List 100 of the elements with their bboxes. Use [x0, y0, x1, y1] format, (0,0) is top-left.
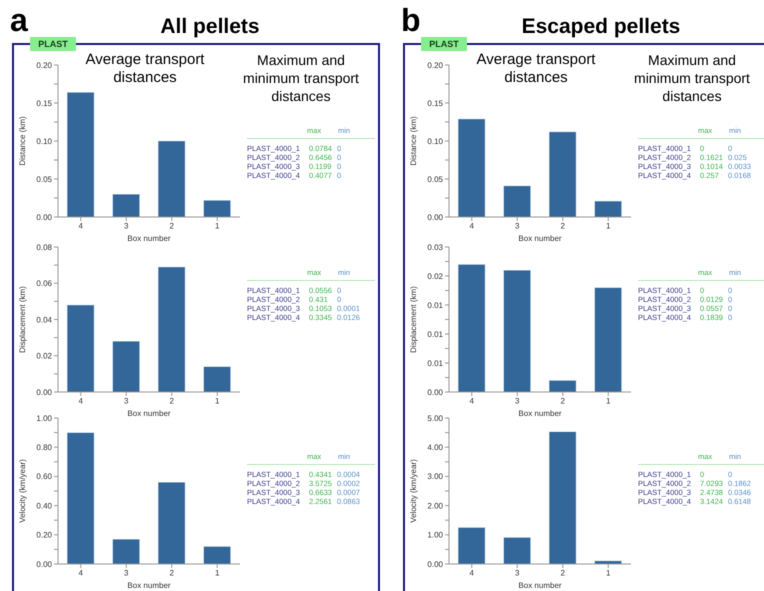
bar	[158, 266, 186, 392]
y-tick-label: 0.00	[36, 560, 53, 569]
x-tick-label: 2	[170, 396, 175, 406]
bar	[203, 546, 231, 564]
x-tick-label: 4	[470, 396, 475, 406]
y-tick-label: 0.08	[36, 242, 53, 252]
text: a	[10, 2, 28, 38]
x-axis-title: Box number	[518, 234, 562, 243]
x-tick-label: 4	[78, 222, 84, 231]
x-tick-label: 3	[515, 396, 520, 406]
y-axis-title: Velocity (km/year)	[18, 458, 27, 523]
y-tick-label: 0.15	[36, 98, 53, 108]
bar	[503, 537, 531, 564]
bar	[458, 264, 486, 392]
chart-subtitle: Average transport distances	[84, 51, 206, 87]
text: PLAST	[421, 37, 467, 51]
y-tick-label: 0.00	[427, 388, 444, 397]
y-tick-label: 0.80	[36, 443, 53, 452]
x-tick-label: 1	[606, 396, 612, 406]
y-tick-label: 0.15	[427, 98, 444, 108]
bar	[66, 432, 94, 564]
bar	[594, 287, 622, 392]
y-tick-label: 0.02	[427, 272, 444, 281]
bar	[158, 482, 186, 564]
bar	[458, 118, 486, 217]
y-axis-title: Distance (km)	[18, 116, 27, 166]
x-axis-title: Box number	[518, 409, 562, 418]
x-tick-label: 4	[470, 568, 475, 578]
y-tick-label: 0.20	[36, 530, 53, 540]
y-tick-label: 0.00	[36, 388, 53, 397]
chart-title: All pellets	[159, 14, 261, 40]
y-tick-label: 0.05	[36, 174, 53, 184]
x-axis-title: Box number	[127, 409, 171, 418]
chart-subtitle: Average transport distances	[476, 51, 596, 87]
chart-title: Escaped pellets	[520, 14, 682, 40]
y-tick-label: 1.00	[36, 414, 53, 423]
x-tick-label: 3	[124, 222, 130, 231]
x-tick-label: 1	[215, 568, 220, 578]
bar	[112, 340, 140, 392]
y-tick-label: 0.20	[427, 60, 444, 70]
y-tick-label: 2.00	[427, 501, 444, 510]
x-axis-title: Box number	[127, 234, 171, 243]
x-axis-title: Box number	[518, 581, 562, 590]
y-tick-label: 4.00	[427, 443, 444, 452]
x-tick-label: 4	[78, 568, 84, 578]
text: Maximum and minimum transport distances	[242, 51, 360, 105]
text: Maximum and minimum transport distances	[633, 51, 751, 105]
bar	[503, 186, 531, 217]
y-tick-label: 0.20	[36, 60, 53, 70]
x-axis-title: Box number	[127, 581, 171, 590]
y-tick-label: 0.01	[427, 330, 444, 339]
bar	[66, 304, 94, 392]
y-tick-label: 0.03	[427, 242, 444, 252]
bar	[66, 92, 94, 217]
x-tick-label: 2	[560, 222, 566, 231]
bar	[203, 366, 231, 392]
y-tick-label: 1.00	[427, 530, 444, 540]
bar	[548, 132, 576, 217]
y-tick-label: 0.01	[427, 300, 444, 310]
y-tick-label: 5.00	[427, 414, 444, 423]
x-tick-label: 1	[215, 222, 220, 231]
y-axis-title: Displacement (km)	[18, 286, 27, 353]
y-tick-label: 0.01	[427, 358, 444, 368]
bar	[158, 140, 186, 217]
bar	[112, 538, 140, 564]
x-tick-label: 3	[515, 568, 520, 578]
text: b	[401, 2, 421, 38]
x-tick-label: 2	[560, 396, 566, 406]
y-tick-label: 0.05	[427, 174, 444, 184]
bar	[548, 380, 576, 392]
x-tick-label: 1	[215, 396, 220, 406]
bar	[458, 527, 486, 564]
x-tick-label: 4	[470, 222, 475, 231]
y-tick-label: 0.00	[427, 560, 444, 569]
y-tick-label: 0.40	[36, 501, 53, 510]
y-axis-title: Velocity (km/year)	[408, 458, 418, 523]
x-tick-label: 3	[124, 568, 130, 578]
y-tick-label: 3.00	[427, 472, 444, 482]
y-tick-label: 0.10	[36, 136, 53, 146]
x-tick-label: 3	[515, 222, 520, 231]
y-tick-label: 0.02	[36, 352, 53, 361]
y-tick-label: 0.06	[36, 279, 53, 288]
y-axis-title: Distance (km)	[408, 116, 418, 166]
y-tick-label: 0.10	[427, 136, 444, 146]
x-tick-label: 1	[606, 568, 612, 578]
bar	[503, 270, 531, 392]
bar	[203, 200, 231, 217]
y-tick-label: 0.04	[36, 315, 53, 324]
bar	[548, 431, 576, 564]
y-tick-label: 0.60	[36, 472, 53, 482]
bar	[112, 194, 140, 217]
y-tick-label: 0.00	[36, 212, 53, 222]
bar	[594, 200, 622, 217]
text: PLAST	[30, 37, 76, 51]
x-tick-label: 2	[170, 222, 175, 231]
x-tick-label: 2	[170, 568, 175, 578]
x-tick-label: 2	[560, 568, 566, 578]
y-axis-title: Displacement (km)	[408, 286, 418, 353]
y-tick-label: 0.00	[427, 212, 444, 222]
x-tick-label: 4	[78, 396, 84, 406]
